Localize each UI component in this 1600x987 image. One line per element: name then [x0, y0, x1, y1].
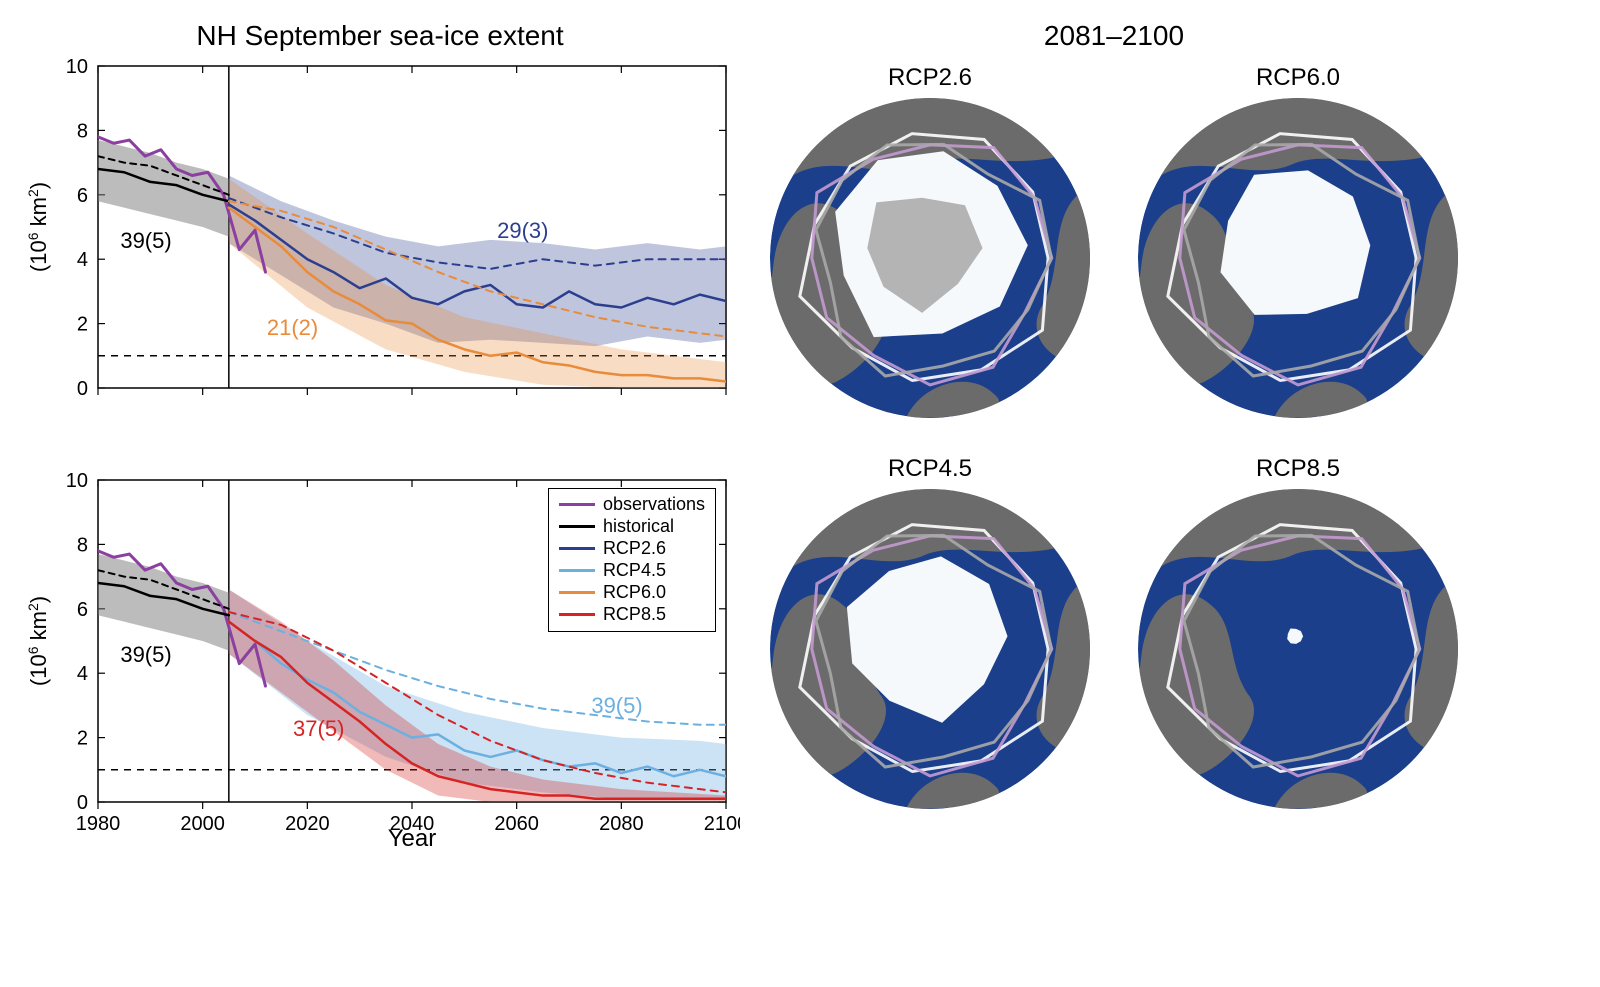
legend-item: historical — [559, 515, 705, 537]
legend: observationshistoricalRCP2.6RCP4.5RCP6.0… — [548, 488, 716, 632]
figure: NH September sea-ice extent 0 2 4 6 8 10 (106 … — [20, 20, 1580, 850]
timeseries-column: NH September sea-ice extent 0 2 4 6 8 10 (106 … — [20, 20, 740, 850]
svg-text:Year: Year — [388, 825, 437, 850]
legend-label: RCP4.5 — [603, 560, 666, 581]
svg-text:2060: 2060 — [494, 813, 539, 835]
svg-text:2080: 2080 — [599, 813, 644, 835]
polar-map — [770, 489, 1090, 814]
legend-label: RCP8.5 — [603, 604, 666, 625]
maps-column: 2081–2100 RCP2.6 RCP6.0 RCP4.5 RCP8.5 — [770, 20, 1458, 850]
legend-item: observations — [559, 493, 705, 515]
svg-text:8: 8 — [77, 120, 88, 142]
legend-swatch — [559, 525, 595, 528]
legend-swatch — [559, 503, 595, 506]
map-panel: RCP2.6 — [770, 64, 1090, 423]
maps-grid: RCP2.6 RCP6.0 RCP4.5 RCP8.5 — [770, 64, 1458, 814]
svg-text:2100: 2100 — [704, 813, 740, 835]
polar-map — [1138, 489, 1458, 814]
legend-item: RCP4.5 — [559, 559, 705, 581]
map-label: RCP2.6 — [888, 64, 972, 92]
svg-text:10: 10 — [66, 470, 88, 492]
map-label: RCP4.5 — [888, 455, 972, 483]
svg-text:2020: 2020 — [285, 813, 330, 835]
svg-text:6: 6 — [77, 185, 88, 207]
legend-label: historical — [603, 516, 674, 537]
legend-item: RCP2.6 — [559, 537, 705, 559]
svg-text:1980: 1980 — [76, 813, 121, 835]
svg-text:2000: 2000 — [180, 813, 225, 835]
map-label: RCP8.5 — [1256, 455, 1340, 483]
legend-swatch — [559, 547, 595, 550]
svg-text:4: 4 — [77, 663, 88, 685]
svg-text:2: 2 — [77, 314, 88, 336]
map-panel: RCP4.5 — [770, 455, 1090, 814]
svg-text:4: 4 — [77, 249, 88, 271]
map-panel: RCP6.0 — [1138, 64, 1458, 423]
legend-label: RCP6.0 — [603, 582, 666, 603]
polar-map — [770, 98, 1090, 423]
svg-text:0: 0 — [77, 378, 88, 400]
svg-text:(106 km2): (106 km2) — [25, 182, 51, 272]
polar-map — [1138, 98, 1458, 423]
legend-swatch — [559, 613, 595, 616]
svg-text:8: 8 — [77, 534, 88, 556]
left-title: NH September sea-ice extent — [20, 20, 740, 52]
svg-text:6: 6 — [77, 599, 88, 621]
legend-swatch — [559, 569, 595, 572]
legend-item: RCP6.0 — [559, 581, 705, 603]
legend-item: RCP8.5 — [559, 603, 705, 625]
right-title: 2081–2100 — [770, 20, 1458, 52]
svg-text:(106 km2): (106 km2) — [25, 596, 51, 686]
svg-text:2: 2 — [77, 728, 88, 750]
chart-bottom: 19802000202020402060208021000246810(106 … — [20, 470, 740, 850]
map-label: RCP6.0 — [1256, 64, 1340, 92]
map-panel: RCP8.5 — [1138, 455, 1458, 814]
legend-label: observations — [603, 494, 705, 515]
legend-label: RCP2.6 — [603, 538, 666, 559]
svg-text:0: 0 — [77, 792, 88, 814]
legend-swatch — [559, 591, 595, 594]
svg-text:10: 10 — [66, 56, 88, 78]
chart-top: 0246810(106 km2)39(5)29(3)21(2) — [20, 56, 740, 436]
